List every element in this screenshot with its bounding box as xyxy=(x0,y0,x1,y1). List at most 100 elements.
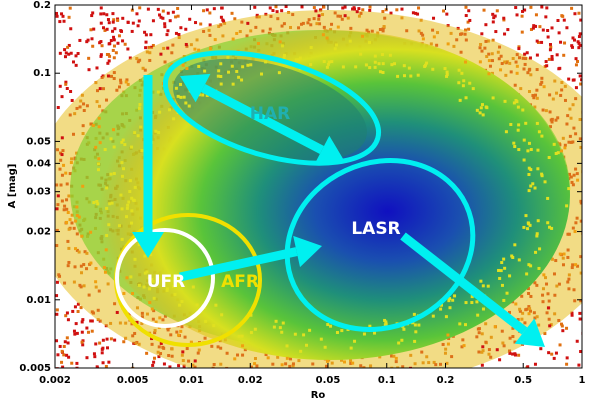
point xyxy=(96,168,100,172)
annotation-label: HAR xyxy=(250,104,290,124)
point xyxy=(74,247,78,251)
background-point xyxy=(166,29,170,33)
point xyxy=(120,207,124,211)
point xyxy=(299,349,303,353)
point xyxy=(104,248,108,252)
point xyxy=(503,99,507,103)
background-point xyxy=(253,5,257,9)
point xyxy=(539,347,543,351)
background-point xyxy=(105,337,109,341)
background-point xyxy=(184,27,188,31)
background-point xyxy=(567,77,571,81)
point xyxy=(282,53,286,57)
point xyxy=(157,130,161,134)
point xyxy=(351,361,355,365)
point xyxy=(246,21,250,25)
background-point xyxy=(152,356,156,360)
point xyxy=(552,142,556,146)
point xyxy=(556,151,560,155)
point xyxy=(586,277,589,280)
background-point xyxy=(103,28,107,32)
background-point xyxy=(58,51,62,55)
point xyxy=(383,323,387,327)
background-point xyxy=(165,33,169,37)
point xyxy=(372,331,376,335)
y-tick-label: 0.005 xyxy=(19,363,51,374)
point xyxy=(125,206,129,210)
background-point xyxy=(128,56,132,60)
point xyxy=(95,200,99,204)
point xyxy=(589,174,592,177)
point xyxy=(105,206,109,210)
y-tick-label: 0.02 xyxy=(26,227,51,238)
background-point xyxy=(573,12,577,16)
background-point xyxy=(149,33,153,37)
point xyxy=(540,134,544,138)
point xyxy=(168,108,172,112)
background-point xyxy=(578,32,582,36)
background-point xyxy=(548,43,552,47)
point xyxy=(233,357,237,361)
background-point xyxy=(99,21,103,25)
background-point xyxy=(62,353,66,357)
background-point xyxy=(105,13,109,17)
point xyxy=(547,156,551,160)
background-point xyxy=(112,44,116,48)
point xyxy=(180,300,184,304)
background-point xyxy=(65,86,69,90)
background-point xyxy=(222,19,226,23)
point xyxy=(390,63,394,67)
point xyxy=(439,307,443,311)
point xyxy=(475,108,479,112)
point xyxy=(377,62,381,66)
background-point xyxy=(145,351,149,355)
point xyxy=(177,33,181,37)
point xyxy=(533,186,537,190)
background-point xyxy=(67,15,71,19)
point xyxy=(233,371,236,374)
point xyxy=(513,243,517,247)
background-point xyxy=(533,362,537,366)
background-point xyxy=(176,14,180,18)
background-point xyxy=(573,38,577,42)
background-point xyxy=(463,28,467,32)
point xyxy=(526,149,530,153)
background-point xyxy=(202,9,206,13)
x-tick-label: 0.05 xyxy=(316,375,341,386)
point xyxy=(457,81,461,85)
point xyxy=(525,272,529,276)
point xyxy=(184,101,188,105)
point xyxy=(149,253,153,257)
y-axis-label: A [mag] xyxy=(7,164,18,209)
background-point xyxy=(95,66,99,70)
background-point xyxy=(194,21,198,25)
point xyxy=(277,71,281,75)
point xyxy=(373,60,377,64)
background-point xyxy=(264,12,268,16)
point xyxy=(499,68,503,72)
background-point xyxy=(577,41,581,45)
point xyxy=(563,146,567,150)
background-point xyxy=(90,329,94,333)
background-point xyxy=(562,18,566,22)
point xyxy=(464,323,468,327)
point xyxy=(138,106,142,110)
point xyxy=(231,37,235,41)
point xyxy=(280,363,284,367)
background-point xyxy=(123,42,127,46)
background-point xyxy=(161,16,165,20)
point xyxy=(464,96,468,100)
background-point xyxy=(208,23,212,27)
point xyxy=(147,276,151,280)
point xyxy=(329,324,333,328)
point xyxy=(145,270,149,274)
background-point xyxy=(577,46,581,50)
point xyxy=(542,273,546,277)
point xyxy=(514,302,518,306)
point xyxy=(478,60,482,64)
point xyxy=(352,7,356,11)
point xyxy=(412,312,416,316)
background-point xyxy=(520,30,524,34)
point xyxy=(128,190,132,194)
background-point xyxy=(480,32,484,36)
